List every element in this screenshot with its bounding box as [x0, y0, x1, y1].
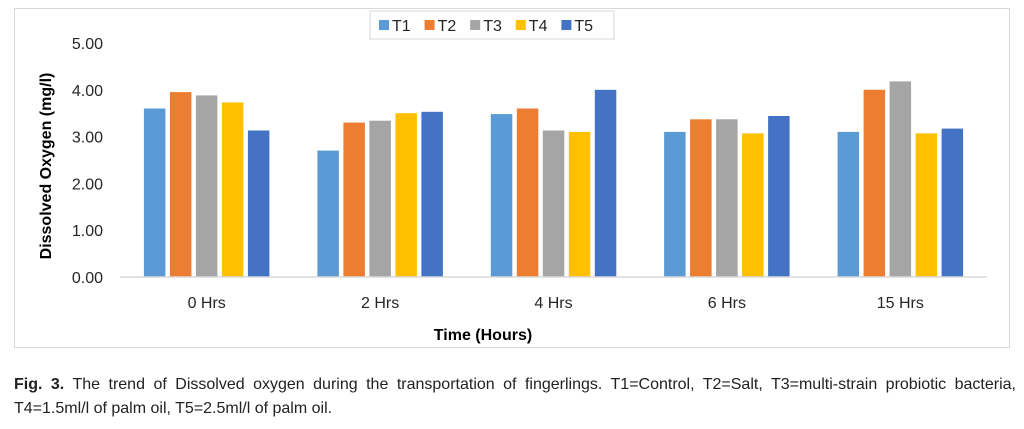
bar-t4-6-hrs — [742, 133, 764, 277]
x-tick-label: 4 Hrs — [534, 295, 572, 312]
x-axis-title: Time (Hours) — [434, 327, 532, 344]
y-tick-label: 3.00 — [72, 130, 103, 147]
bar-t4-15-hrs — [915, 133, 938, 277]
y-tick-label: 0.00 — [72, 270, 103, 287]
caption-label: Fig. 3. — [14, 376, 65, 393]
y-tick-label: 5.00 — [72, 36, 103, 53]
bar-t3-4-hrs — [542, 130, 565, 277]
x-axis-ticks: 0 Hrs 2 Hrs 4 Hrs 6 Hrs 15 Hrs — [188, 295, 924, 312]
x-tick-label: 15 Hrs — [877, 295, 924, 312]
bar-t4-2-hrs — [395, 113, 417, 277]
x-tick-label: 6 Hrs — [708, 295, 746, 312]
bar-t3-6-hrs — [716, 119, 738, 277]
bar-t5-6-hrs — [768, 116, 790, 277]
bar-t2-15-hrs — [863, 89, 886, 277]
legend-label-t3: T3 — [483, 18, 502, 35]
y-tick-label: 2.00 — [72, 176, 103, 193]
bar-t1-15-hrs — [837, 131, 860, 277]
bar-t5-15-hrs — [941, 128, 964, 277]
legend-swatch-t1 — [379, 20, 389, 30]
legend-swatch-t4 — [515, 20, 526, 30]
bars — [143, 81, 964, 278]
bar-t4-0-hrs — [221, 102, 244, 278]
y-tick-label: 1.00 — [72, 223, 103, 240]
legend: T1 T2 T3 T4 T5 — [369, 10, 615, 40]
legend-swatch-t2 — [424, 20, 435, 30]
legend-label-t4: T4 — [529, 18, 548, 35]
bar-t5-2-hrs — [421, 111, 443, 277]
bar-t1-4-hrs — [490, 114, 513, 277]
bar-t5-0-hrs — [247, 130, 270, 277]
bar-t2-6-hrs — [690, 119, 712, 277]
legend-label-t5: T5 — [574, 18, 593, 35]
bar-t2-0-hrs — [169, 92, 192, 277]
y-axis-ticks: 0.00 1.00 2.00 3.00 4.00 5.00 — [72, 36, 103, 287]
caption-text: The trend of Dissolved oxygen during the… — [14, 376, 1017, 417]
legend-label-t1: T1 — [392, 18, 411, 35]
chart-frame: T1 T2 T3 T4 T5 0.00 1.00 2.00 3.00 4.00 5.00 0 Hr… — [14, 8, 1010, 348]
bar-t3-0-hrs — [195, 95, 218, 278]
y-axis-title: Dissolved Oxygen (mg/l) — [38, 73, 55, 260]
legend-box — [369, 10, 615, 40]
legend-swatch-t5 — [561, 20, 572, 30]
y-tick-label: 4.00 — [72, 83, 103, 100]
bar-t3-2-hrs — [369, 120, 391, 277]
bar-t5-4-hrs — [594, 89, 617, 277]
x-tick-label: 0 Hrs — [188, 295, 226, 312]
bar-t2-4-hrs — [516, 108, 539, 277]
figure-caption: Fig. 3. The trend of Dissolved oxygen du… — [14, 373, 1016, 421]
bar-t1-0-hrs — [143, 108, 166, 277]
legend-swatch-t3 — [470, 20, 481, 30]
bar-t1-6-hrs — [664, 131, 686, 277]
bar-t4-4-hrs — [568, 131, 591, 277]
x-tick-label: 2 Hrs — [361, 295, 399, 312]
legend-label-t2: T2 — [438, 18, 457, 35]
bar-t3-15-hrs — [889, 81, 912, 278]
bar-t1-2-hrs — [317, 150, 339, 277]
bar-chart: T1 T2 T3 T4 T5 0.00 1.00 2.00 3.00 4.00 5.00 0 Hr… — [38, 10, 987, 344]
bar-t2-2-hrs — [343, 122, 365, 277]
